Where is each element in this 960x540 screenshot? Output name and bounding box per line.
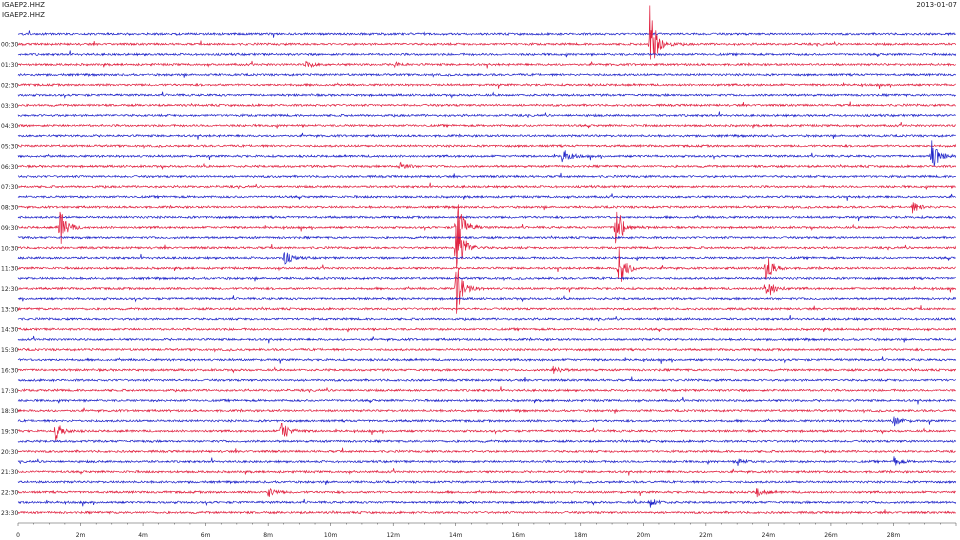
hour-label: 04:30 bbox=[1, 123, 18, 130]
x-tick-label: 26m bbox=[824, 532, 838, 539]
trace-line-row-11 bbox=[17, 143, 957, 150]
trace-line-row-22 bbox=[17, 252, 956, 265]
hour-label: 11:30 bbox=[1, 266, 18, 273]
hour-label: 08:30 bbox=[1, 205, 18, 212]
trace-line-row-23 bbox=[17, 248, 956, 282]
hour-label: 07:30 bbox=[1, 184, 18, 191]
trace-line-row-8 bbox=[17, 111, 956, 119]
trace-line-row-1 bbox=[17, 5, 957, 60]
hour-label: 16:30 bbox=[1, 367, 18, 374]
trace-line-row-19 bbox=[17, 204, 956, 254]
trace-line-row-43 bbox=[17, 468, 956, 476]
trace-line-row-41 bbox=[17, 447, 956, 454]
hour-label: 20:30 bbox=[1, 449, 18, 456]
trace-line-row-2 bbox=[17, 50, 957, 58]
trace-line-row-12 bbox=[17, 140, 957, 167]
trace-line-row-21 bbox=[17, 220, 957, 269]
x-tick-label: 14m bbox=[449, 532, 463, 539]
x-tick-label: 22m bbox=[699, 532, 713, 539]
hour-label: 00:30 bbox=[1, 42, 18, 49]
trace-line-row-28 bbox=[17, 315, 957, 322]
hour-label: 10:30 bbox=[1, 245, 18, 252]
trace-line-row-0 bbox=[17, 30, 956, 38]
trace-line-row-33 bbox=[17, 365, 957, 374]
trace-line-row-30 bbox=[17, 335, 957, 344]
x-tick-label: 2m bbox=[76, 532, 86, 539]
hour-label: 03:30 bbox=[1, 103, 18, 110]
x-axis: 0 2m 4m 6m 8m 10m 12m 14m 16m 18m 20m 22m 24m 26m 28m bbox=[16, 522, 957, 539]
x-tick-label: 12m bbox=[386, 532, 400, 539]
x-tick-label: 6m bbox=[201, 532, 211, 539]
trace-line-row-25 bbox=[17, 268, 957, 314]
trace-line-row-3 bbox=[17, 60, 957, 69]
trace-line-row-7 bbox=[17, 101, 956, 108]
hour-label: 18:30 bbox=[1, 408, 18, 415]
x-tick-label: 0 bbox=[16, 532, 20, 539]
trace-line-row-47 bbox=[17, 509, 957, 515]
trace-group bbox=[17, 5, 957, 515]
trace-line-row-13 bbox=[17, 161, 957, 171]
trace-line-row-45 bbox=[17, 487, 956, 498]
x-tick-label: 4m bbox=[138, 532, 148, 539]
trace-line-row-46 bbox=[17, 498, 957, 508]
date-label: 2013-01-07 bbox=[916, 1, 957, 9]
hour-label: 17:30 bbox=[1, 388, 18, 395]
x-tick-label: 8m bbox=[263, 532, 273, 539]
trace-line-row-10 bbox=[17, 132, 956, 140]
x-tick-label: 18m bbox=[574, 532, 588, 539]
trace-line-row-32 bbox=[17, 356, 957, 364]
trace-line-row-31 bbox=[17, 347, 957, 353]
hour-label: 06:30 bbox=[1, 164, 18, 171]
x-tick-label: 10m bbox=[324, 532, 338, 539]
hour-label: 09:30 bbox=[1, 225, 18, 232]
hour-label: 12:30 bbox=[1, 286, 18, 293]
hour-label: 14:30 bbox=[1, 327, 18, 334]
trace-line-row-38 bbox=[17, 416, 957, 427]
x-tick-label: 28m bbox=[887, 532, 901, 539]
trace-line-row-14 bbox=[17, 172, 956, 179]
trace-line-row-6 bbox=[17, 91, 956, 99]
x-tick-label: 16m bbox=[512, 532, 526, 539]
trace-line-row-40 bbox=[17, 438, 957, 444]
hour-label: 21:30 bbox=[1, 469, 18, 476]
hour-label: 01:30 bbox=[1, 62, 18, 69]
trace-line-row-18 bbox=[17, 214, 957, 222]
hour-label-group: 00:30 01:30 02:30 03:30 04:30 05:30 06:30 07:30… bbox=[1, 42, 18, 517]
trace-line-row-39 bbox=[17, 422, 956, 442]
trace-line-row-4 bbox=[17, 72, 957, 78]
trace-line-row-24 bbox=[17, 276, 956, 282]
hour-label: 05:30 bbox=[1, 143, 18, 150]
station-label-secondary: IGAEP2.HHZ bbox=[2, 11, 45, 19]
hour-label: 02:30 bbox=[1, 82, 18, 89]
trace-line-row-16 bbox=[17, 193, 957, 201]
trace-line-row-15 bbox=[17, 182, 957, 190]
trace-line-row-44 bbox=[17, 479, 957, 485]
trace-line-row-42 bbox=[17, 456, 957, 466]
hour-label: 22:30 bbox=[1, 490, 18, 497]
hour-label: 13:30 bbox=[1, 306, 18, 313]
trace-line-row-5 bbox=[17, 82, 956, 89]
trace-line-row-17 bbox=[17, 202, 957, 214]
hour-label: 23:30 bbox=[1, 510, 18, 517]
trace-line-row-34 bbox=[17, 376, 956, 383]
trace-line-row-36 bbox=[17, 396, 956, 405]
trace-line-row-37 bbox=[17, 407, 957, 414]
hour-label: 15:30 bbox=[1, 347, 18, 354]
trace-line-row-20 bbox=[17, 235, 956, 240]
trace-line-row-29 bbox=[17, 326, 957, 333]
trace-line-row-26 bbox=[17, 294, 957, 303]
hour-label: 19:30 bbox=[1, 429, 18, 436]
x-tick-label: 20m bbox=[637, 532, 651, 539]
trace-line-row-27 bbox=[17, 305, 956, 312]
trace-line-row-9 bbox=[17, 122, 956, 129]
station-label: IGAEP2.HHZ bbox=[2, 1, 45, 9]
trace-line-row-35 bbox=[17, 386, 956, 394]
x-tick-label: 24m bbox=[762, 532, 776, 539]
